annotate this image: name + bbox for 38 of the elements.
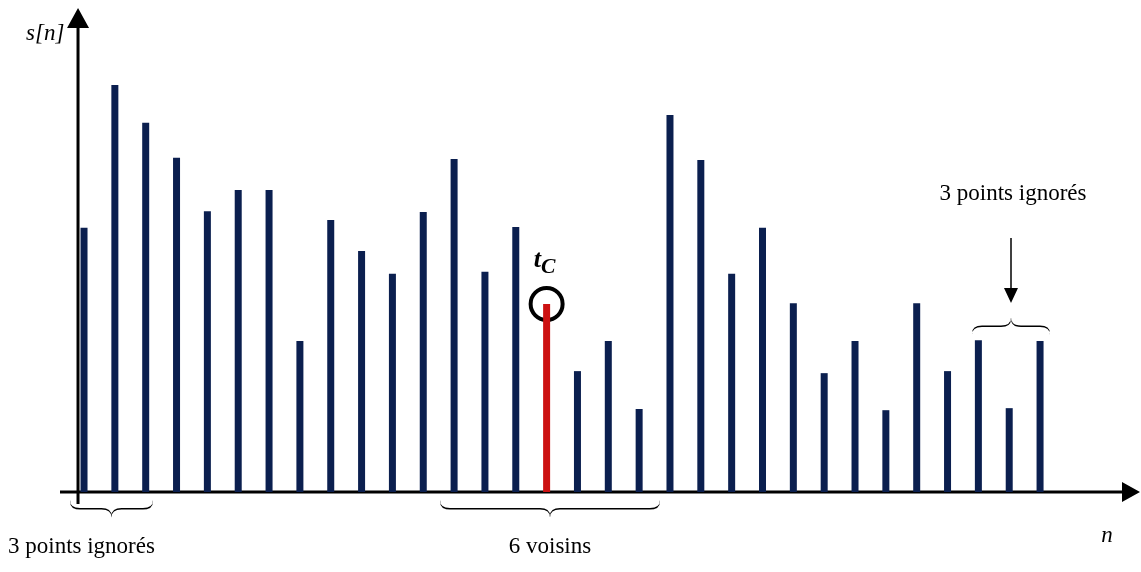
bar bbox=[142, 122, 150, 492]
bar bbox=[296, 341, 304, 492]
y-axis-title: s[n] bbox=[26, 20, 65, 46]
bar bbox=[820, 373, 828, 492]
annotation: t$_{C}$ bbox=[533, 244, 556, 280]
bar bbox=[358, 251, 366, 492]
bar bbox=[1036, 341, 1044, 492]
text: 6 voisins bbox=[508, 533, 592, 559]
bar bbox=[697, 159, 705, 492]
bar bbox=[913, 303, 921, 492]
bar bbox=[481, 271, 489, 492]
bar bbox=[851, 341, 859, 492]
bar bbox=[203, 211, 211, 492]
annotation: 3 points ignorés bbox=[939, 180, 1087, 206]
bar bbox=[450, 159, 458, 492]
bar bbox=[388, 273, 396, 492]
bar bbox=[1005, 408, 1013, 492]
bar bbox=[882, 410, 890, 492]
text: 3 points ignorés bbox=[8, 533, 155, 559]
bar bbox=[573, 371, 581, 492]
bar bbox=[234, 190, 242, 492]
bar bbox=[265, 190, 273, 492]
bar bbox=[173, 157, 181, 492]
x-axis-title: n bbox=[1101, 522, 1113, 548]
bar bbox=[974, 340, 982, 492]
bar bbox=[604, 341, 612, 492]
bar bbox=[789, 303, 797, 492]
bar bbox=[111, 85, 119, 492]
bar bbox=[327, 220, 335, 492]
bar bbox=[543, 303, 551, 492]
bar bbox=[512, 227, 520, 492]
bar bbox=[728, 273, 736, 492]
bar bbox=[80, 227, 88, 492]
bar bbox=[419, 211, 427, 492]
bar bbox=[666, 115, 674, 492]
bar bbox=[759, 227, 766, 492]
bar bbox=[944, 371, 952, 492]
bar bbox=[635, 408, 643, 492]
